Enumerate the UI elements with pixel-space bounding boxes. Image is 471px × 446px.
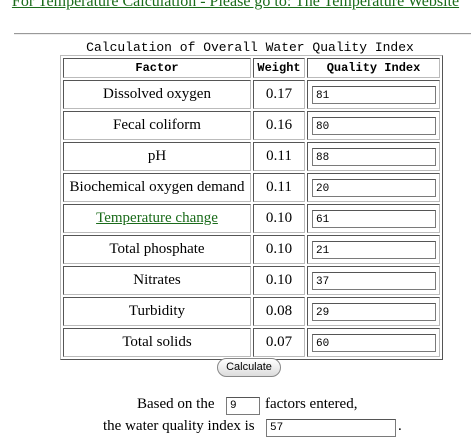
quality-index-cell: 60: [307, 328, 440, 357]
calculate-button[interactable]: Calculate: [217, 358, 281, 377]
weight-cell: 0.10: [253, 266, 305, 295]
table-row: pH 0.11 88: [63, 142, 440, 171]
factor-cell: pH: [63, 142, 251, 171]
wqi-period: .: [398, 418, 402, 434]
factors-count-field[interactable]: 9: [226, 397, 260, 415]
quality-index-cell: 88: [307, 142, 440, 171]
weight-cell: 0.10: [253, 204, 305, 233]
quality-index-input[interactable]: 81: [312, 85, 436, 104]
quality-index-input[interactable]: 29: [312, 302, 436, 321]
temperature-website-link[interactable]: For Temperature Calculation - Please go …: [11, 0, 460, 10]
temperature-change-link[interactable]: Temperature change: [96, 210, 218, 226]
quality-index-input[interactable]: 37: [312, 271, 436, 290]
weight-cell: 0.08: [253, 297, 305, 326]
table-row: Dissolved oxygen 0.17 81: [63, 80, 440, 109]
factor-cell: Fecal coliform: [63, 111, 251, 140]
wqi-label: the water quality index is: [103, 418, 255, 434]
divider: [14, 33, 471, 35]
quality-index-cell: 61: [307, 204, 440, 233]
weight-cell: 0.11: [253, 173, 305, 202]
table-row: Nitrates 0.10 37: [63, 266, 440, 295]
factors-entered-label: factors entered,: [265, 396, 358, 412]
quality-index-input[interactable]: 80: [312, 116, 436, 135]
quality-index-input[interactable]: 20: [312, 178, 436, 197]
factor-cell: Total solids: [63, 328, 251, 357]
water-quality-table: Factor Weight Quality Index Dissolved ox…: [60, 55, 443, 360]
factor-cell: Turbidity: [63, 297, 251, 326]
quality-index-input[interactable]: 21: [312, 240, 436, 259]
factor-cell: Total phosphate: [63, 235, 251, 264]
weight-cell: 0.07: [253, 328, 305, 357]
table-row: Temperature change 0.10 61: [63, 204, 440, 233]
table-row: Biochemical oxygen demand 0.11 20: [63, 173, 440, 202]
quality-index-input[interactable]: 61: [312, 209, 436, 228]
factor-cell: Nitrates: [63, 266, 251, 295]
table-row: Turbidity 0.08 29: [63, 297, 440, 326]
factor-cell: Dissolved oxygen: [63, 80, 251, 109]
weight-cell: 0.17: [253, 80, 305, 109]
weight-cell: 0.11: [253, 142, 305, 171]
table-row: Total phosphate 0.10 21: [63, 235, 440, 264]
wqi-result-field[interactable]: 57: [266, 419, 396, 437]
column-header-weight: Weight: [253, 58, 305, 78]
table-row: Fecal coliform 0.16 80: [63, 111, 440, 140]
factor-cell[interactable]: Temperature change: [63, 204, 251, 233]
quality-index-cell: 29: [307, 297, 440, 326]
quality-index-input[interactable]: 88: [312, 147, 436, 166]
based-on-label: Based on the: [137, 396, 215, 412]
quality-index-input[interactable]: 60: [312, 333, 436, 352]
column-header-factor: Factor: [63, 58, 251, 78]
quality-index-cell: 21: [307, 235, 440, 264]
weight-cell: 0.16: [253, 111, 305, 140]
weight-cell: 0.10: [253, 235, 305, 264]
quality-index-cell: 81: [307, 80, 440, 109]
quality-index-cell: 80: [307, 111, 440, 140]
temperature-website-banner: For Temperature Calculation - Please go …: [0, 0, 471, 11]
quality-index-cell: 37: [307, 266, 440, 295]
factor-cell: Biochemical oxygen demand: [63, 173, 251, 202]
table-row: Total solids 0.07 60: [63, 328, 440, 357]
column-header-quality-index: Quality Index: [307, 58, 440, 78]
quality-index-cell: 20: [307, 173, 440, 202]
table-header-row: Factor Weight Quality Index: [63, 58, 440, 78]
table-caption: Calculation of Overall Water Quality Ind…: [86, 40, 414, 55]
